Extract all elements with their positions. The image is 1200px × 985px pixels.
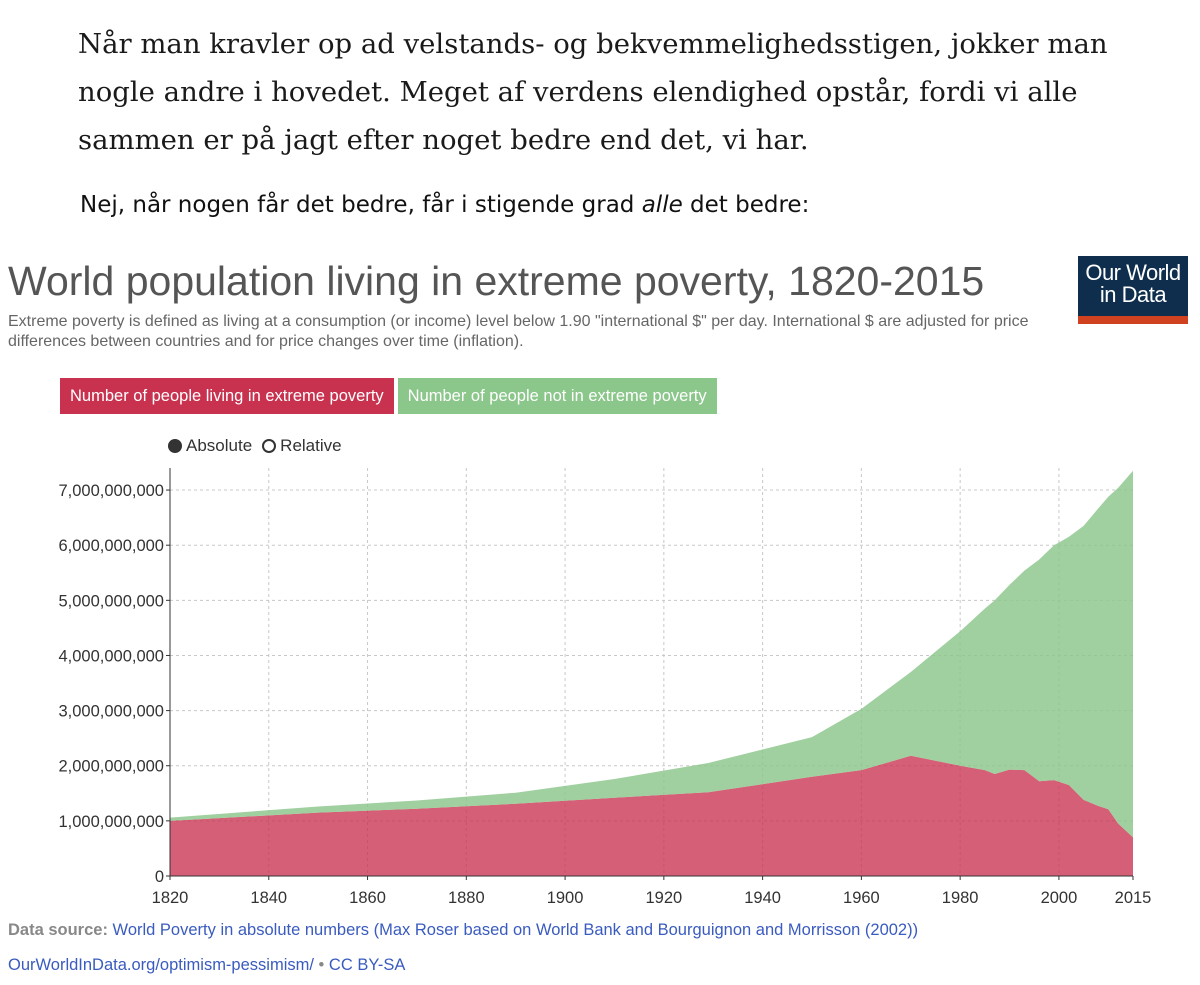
lead-text: Nej, når nogen får det bedre, får i stig…	[80, 192, 809, 218]
chart-title: World population living in extreme pover…	[8, 258, 985, 304]
y-tick-label: 5,000,000,000	[58, 592, 164, 610]
tab-extreme-poverty[interactable]: Number of people living in extreme pover…	[60, 378, 394, 414]
areas	[170, 470, 1133, 876]
radio-relative-label[interactable]: Relative	[280, 436, 342, 455]
radio-absolute-label[interactable]: Absolute	[186, 436, 253, 455]
y-tick-label: 3,000,000,000	[58, 703, 164, 721]
tab-not-extreme-poverty[interactable]: Number of people not in extreme poverty	[397, 378, 717, 414]
axes: 0 1,000,000,000 2,000,000,000 3,000,000,000…	[58, 468, 1151, 907]
quote-line: sammen er på jagt efter noget bedre end …	[78, 124, 809, 156]
radio-relative-icon[interactable]	[262, 439, 277, 453]
quote-line: Når man kravler op ad velstands- og bekv…	[78, 28, 1108, 60]
source-link[interactable]: World Poverty in absolute numbers (Max R…	[112, 921, 919, 939]
area-extreme-poverty	[170, 755, 1133, 876]
source-label: Data source:	[8, 921, 108, 939]
logo-accent-bar	[1078, 316, 1188, 324]
quote: Når man kravler op ad velstands- og bekv…	[78, 20, 1178, 164]
area-not-extreme-poverty	[170, 470, 1133, 838]
x-tick-label: 1860	[349, 889, 386, 907]
y-tick-label: 2,000,000,000	[58, 758, 164, 776]
scale-toggle: Absolute Relative	[168, 436, 342, 456]
x-tick-label: 1940	[744, 889, 781, 907]
separator: •	[318, 956, 325, 974]
x-tick-label: 1900	[547, 889, 584, 907]
x-tick-label: 1960	[843, 889, 880, 907]
x-tick-label: 1840	[250, 889, 287, 907]
lead-after: det bedre:	[682, 192, 810, 218]
x-tick-label: 2000	[1041, 889, 1078, 907]
radio-absolute-icon[interactable]	[168, 439, 182, 453]
x-tick-label: 1920	[645, 889, 682, 907]
logo-line-2: in Data	[1099, 282, 1167, 307]
y-tick-label: 1,000,000,000	[58, 813, 164, 831]
logo-line-1: Our World	[1085, 260, 1181, 285]
owid-logo[interactable]: Our World in Data	[1078, 256, 1188, 324]
data-source: Data source: World Poverty in absolute n…	[8, 921, 918, 940]
lead-before: Nej, når nogen får det bedre, får i stig…	[80, 192, 642, 218]
url-link[interactable]: OurWorldInData.org/optimism-pessimism/	[8, 956, 314, 974]
quote-line: nogle andre i hovedet. Meget af verdens …	[78, 76, 1078, 108]
lead-emphasis: alle	[641, 192, 683, 218]
y-tick-label: 4,000,000,000	[58, 647, 164, 665]
chart-subtitle: Extreme poverty is defined as living at …	[8, 313, 1029, 350]
x-tick-label: 2015	[1115, 889, 1152, 907]
y-tick-label: 7,000,000,000	[58, 482, 164, 500]
y-tick-label: 0	[155, 868, 164, 886]
x-tick-label: 1880	[448, 889, 485, 907]
y-tick-label: 6,000,000,000	[58, 537, 164, 555]
series-tabs: Number of people living in extreme pover…	[60, 378, 717, 414]
license-line: OurWorldInData.org/optimism-pessimism/ •…	[8, 956, 405, 975]
license-link[interactable]: CC BY-SA	[328, 956, 406, 974]
x-tick-label: 1820	[152, 889, 189, 907]
area-chart: 0 1,000,000,000 2,000,000,000 3,000,000,000…	[58, 468, 1151, 907]
x-tick-label: 1980	[942, 889, 979, 907]
